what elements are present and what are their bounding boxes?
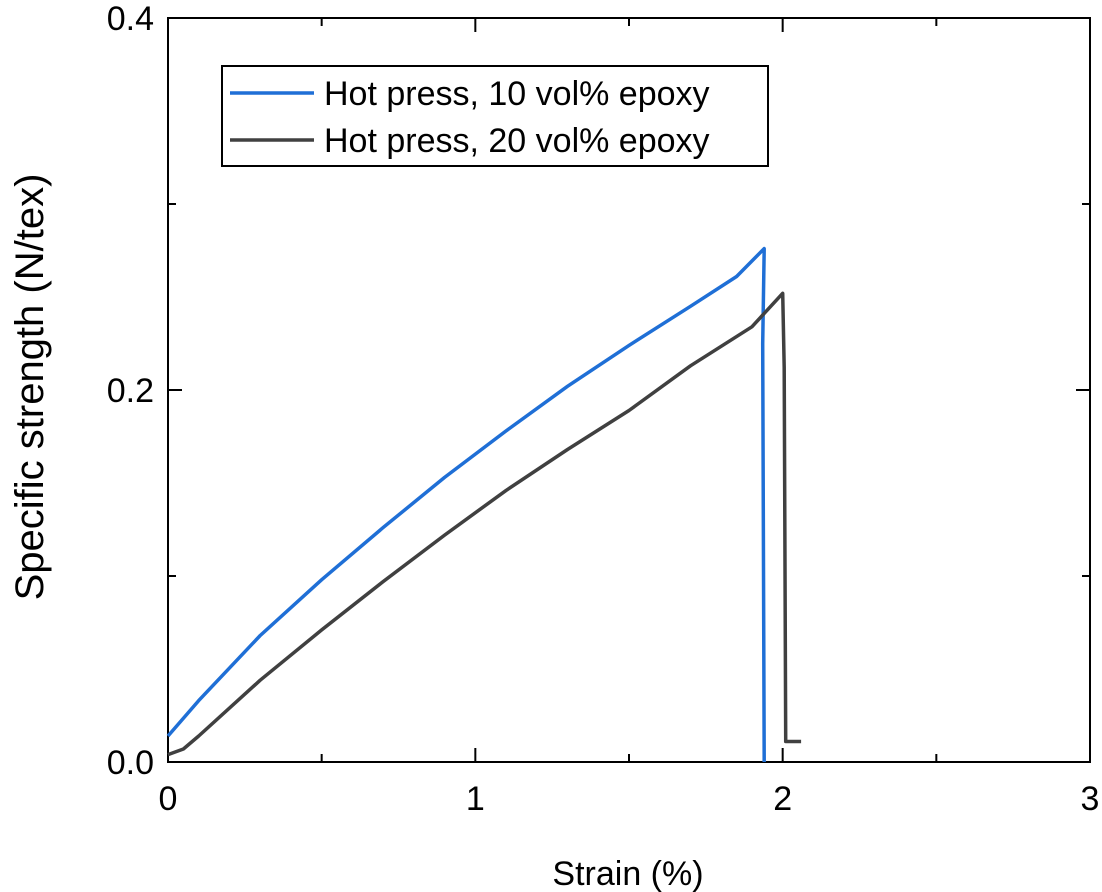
legend: Hot press, 10 vol% epoxy Hot press, 20 vo… [221, 65, 769, 167]
series-line-2 [167, 291, 802, 757]
y-tick-label: 0.0 [107, 744, 154, 782]
x-tick-label: 0 [159, 780, 178, 818]
x-axis-title: Strain (%) [552, 855, 703, 892]
y-axis-title: Specific strength (N/tex) [8, 174, 52, 601]
y-tick-label: 0.2 [107, 372, 154, 410]
axes-group: 0 1 2 3 0.0 0.2 0.4 [107, 0, 1100, 818]
series-group [166, 246, 802, 763]
y-tick-label: 0.4 [107, 0, 154, 38]
x-tick-label: 3 [1081, 780, 1100, 818]
legend-box [221, 65, 769, 167]
x-tick-label: 1 [466, 780, 485, 818]
x-tick-label: 2 [773, 780, 792, 818]
legend-label-2: Hot press, 20 vol% epoxy [324, 122, 710, 160]
series-line-1 [166, 246, 766, 763]
legend-label-1: Hot press, 10 vol% epoxy [324, 75, 710, 113]
